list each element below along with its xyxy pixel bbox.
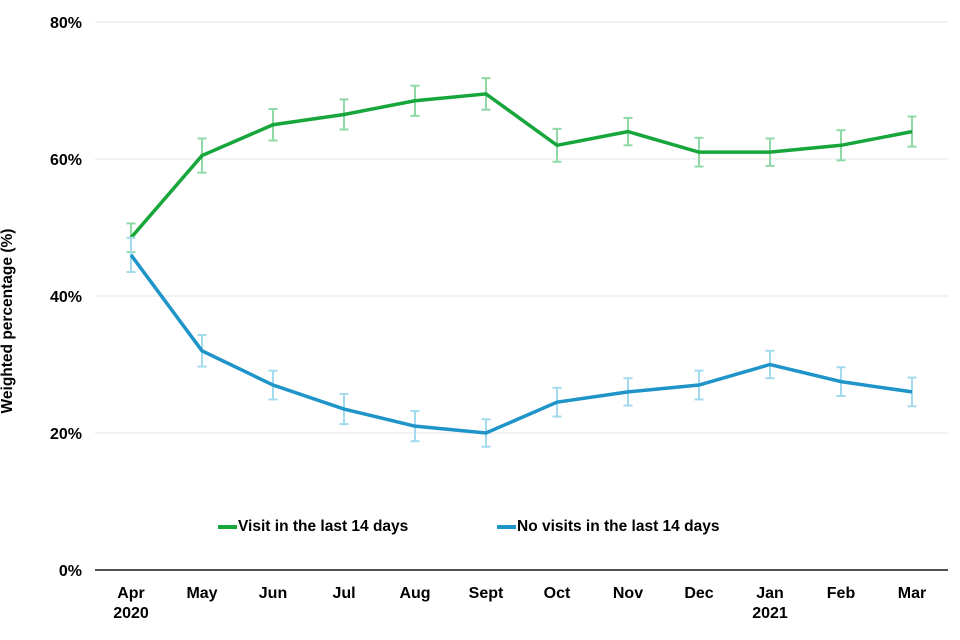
y-tick-label: 40%: [50, 289, 82, 306]
y-tick-label: 80%: [50, 15, 82, 32]
x-tick-label: Jan 2021: [752, 585, 788, 622]
x-tick-label: May: [186, 585, 217, 602]
series-no-visits: [126, 236, 917, 448]
legend-label-no-visits: No visits in the last 14 days: [517, 518, 720, 535]
x-tick-label: Feb: [827, 585, 856, 602]
x-tick-label: Jul: [332, 585, 355, 602]
x-tick-label: Nov: [613, 585, 643, 602]
legend-swatch-no-visits-icon: [497, 525, 516, 529]
y-tick-label: 0%: [59, 563, 82, 580]
series-visit: [126, 77, 917, 254]
x-tick-label: Mar: [898, 585, 926, 602]
x-tick-label: Oct: [544, 585, 571, 602]
x-tick-label: Apr 2020: [113, 585, 149, 622]
y-tick-label: 60%: [50, 152, 82, 169]
legend-item-visit: Visit in the last 14 days: [218, 517, 408, 537]
legend-label-visit: Visit in the last 14 days: [238, 518, 409, 535]
y-axis-title: Weighted percentage (%): [0, 228, 16, 414]
series-line-visit: [129, 92, 913, 239]
x-tick-label: Aug: [399, 585, 430, 602]
x-tick-label: Sept: [469, 585, 504, 602]
y-tick-label: 20%: [50, 426, 82, 443]
x-tick-label: Dec: [684, 585, 713, 602]
legend-item-no-visits: No visits in the last 14 days: [497, 517, 719, 537]
error-bar-no-visits: [907, 376, 917, 408]
legend-swatch-visit-icon: [218, 525, 237, 529]
series-line-no-visits: [129, 253, 913, 435]
x-tick-label: Jun: [259, 585, 287, 602]
